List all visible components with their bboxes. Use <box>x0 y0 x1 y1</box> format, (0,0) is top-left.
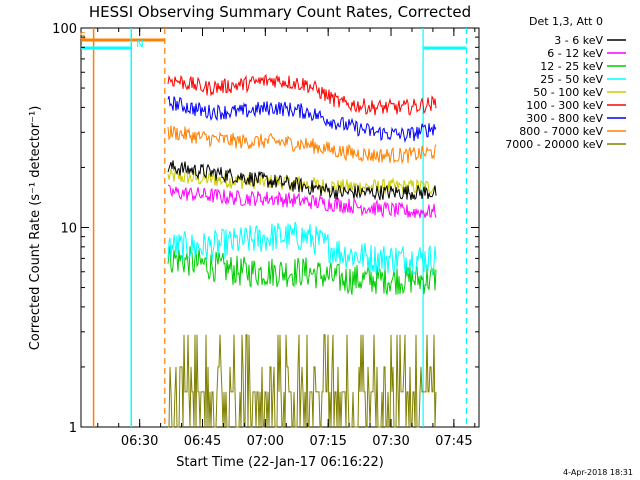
legend-label: 800 - 7000 keV <box>519 125 603 138</box>
footer-date: 4-Apr-2018 18:31 <box>563 468 633 477</box>
legend-label: 12 - 25 keV <box>540 60 603 73</box>
y-tick-label: 1 <box>69 421 77 436</box>
observation-markers: SN <box>80 28 468 427</box>
y-tick-label: 100 <box>52 22 77 37</box>
y-axis: 1 10 100 <box>52 22 479 436</box>
legend-label: 6 - 12 keV <box>547 47 603 60</box>
legend-label: 300 - 800 keV <box>526 112 603 125</box>
series-line <box>167 74 437 116</box>
marker-label: N <box>136 39 143 50</box>
y-axis-label: Corrected Count Rate (s⁻¹ detector⁻¹) <box>28 106 43 351</box>
series-line <box>167 221 437 276</box>
series-line <box>167 245 437 295</box>
x-tick-label: 07:45 <box>435 434 472 449</box>
series-line <box>167 184 437 219</box>
series-line <box>167 125 437 165</box>
legend-label: 50 - 100 keV <box>533 86 603 99</box>
x-tick-label: 07:30 <box>372 434 409 449</box>
legend-label: 25 - 50 keV <box>540 73 603 86</box>
x-axis: 06:30 06:45 07:00 07:15 07:30 07:45 <box>97 28 476 449</box>
series-line <box>167 160 437 201</box>
marker-label: S <box>80 31 86 42</box>
legend-label: 3 - 6 keV <box>554 34 603 47</box>
series-layer <box>167 74 437 428</box>
series-line <box>168 334 437 428</box>
series-line <box>167 95 437 144</box>
x-tick-label: 06:45 <box>184 434 221 449</box>
legend-title: Det 1,3, Att 0 <box>529 15 603 28</box>
x-tick-label: 07:00 <box>247 434 284 449</box>
x-axis-label: Start Time (22-Jan-17 06:16:22) <box>176 455 384 470</box>
x-tick-label: 07:15 <box>309 434 346 449</box>
legend-label: 7000 - 20000 keV <box>505 138 603 151</box>
y-tick-label: 10 <box>60 222 77 237</box>
chart-title: HESSI Observing Summary Count Rates, Cor… <box>89 3 471 21</box>
legend-label: 100 - 300 keV <box>526 99 603 112</box>
x-tick-label: 06:30 <box>121 434 158 449</box>
series-line <box>167 168 437 196</box>
